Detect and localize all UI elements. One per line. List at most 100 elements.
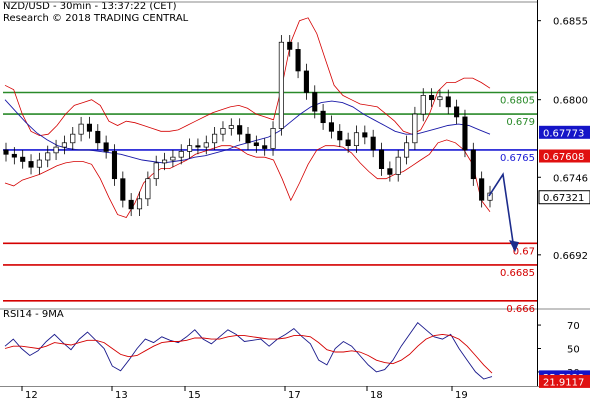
projection-arrow-head [509,240,519,253]
candlestick [53,139,59,161]
candle-body [103,142,109,152]
candle-body [312,92,318,112]
time-axis-tick-label: 15 [188,390,201,400]
candlestick [187,138,193,159]
candlestick [328,115,334,139]
candlestick [36,152,42,175]
time-axis-tick-label: 13 [115,390,128,400]
candle-body [470,149,476,180]
candle-body [162,159,168,164]
candlestick [320,104,326,130]
candlestick [228,118,234,136]
candle-body [370,136,376,151]
price-axis-tick-label: 0.6800 [553,96,588,107]
candlestick [86,116,92,139]
level-label-support: 0.666 [506,304,535,315]
candlestick [145,171,151,206]
candle-body [270,128,276,149]
candle-body [320,110,326,124]
price-tag-red [539,149,590,163]
level-label-support: 0.67 [513,246,535,257]
candlestick [45,145,51,168]
candle-body [36,159,42,168]
candlestick [337,124,343,148]
price-tag-label-red: 0.67608 [543,152,584,163]
candle-body [262,145,268,149]
candle-body [387,168,393,175]
price-tag-label-blue: 0.67773 [543,128,584,139]
candlestick [70,126,76,150]
bollinger-upper-band [4,17,491,137]
candle-body [287,41,293,50]
candle-body [404,142,410,158]
rsi-axis-tick-label: 70 [567,321,580,332]
candlestick [395,149,401,182]
candlestick [420,88,426,122]
price-tag-blue [539,125,590,139]
candlestick [345,132,351,153]
candle-body [278,41,284,129]
candlestick [195,138,201,155]
candlestick [262,138,268,156]
candlestick [61,135,67,155]
candlestick [445,89,451,115]
candlestick [353,125,360,153]
level-label-resistance: 0.6805 [500,96,535,107]
candlestick [270,121,276,156]
candlestick [162,152,168,171]
price-tag-black [538,190,590,205]
candlestick [220,121,226,142]
price-axis-tick-label: 0.6692 [553,251,588,262]
candlestick [3,142,9,162]
candle-body [212,133,218,144]
candle-body [303,70,309,93]
level-label-pivot: 0.6765 [500,153,535,164]
rsi-panel-title: RSI14 - 9MA [3,309,64,320]
rsi-axis-tick-label: 50 [567,345,580,356]
candlestick [378,142,385,176]
candle-body [3,149,9,155]
rsi-ma-line [4,333,493,374]
candle-body [195,145,201,148]
candlestick [404,135,410,165]
candlestick [103,135,109,159]
candlestick [128,193,134,217]
price-axis-tick-label: 0.6855 [553,17,588,28]
candle-body [86,123,92,132]
candlestick [212,126,218,150]
time-axis-tick-label: 18 [370,390,383,400]
candlestick [303,63,309,100]
candle-body [362,132,368,138]
candlestick [470,142,476,186]
candle-body [61,142,67,148]
time-axis-tick-label: 12 [25,390,38,400]
candle-body [237,125,243,135]
time-axis-tick-label: 19 [455,390,468,400]
price-axis-tick-label: 0.6746 [553,173,588,184]
candle-body [462,116,468,151]
candle-body [245,133,251,144]
candle-body [20,156,26,162]
candlestick [28,154,34,175]
candlestick [245,126,251,150]
candlestick [78,116,84,142]
candlestick [253,135,259,153]
candlestick [11,147,17,165]
candle-body [28,161,34,168]
candle-body [337,130,343,141]
candle-body [345,139,351,147]
candle-body [70,133,76,144]
candlestick [437,89,443,107]
candle-body [220,128,226,135]
candlestick [170,149,176,168]
candlestick [462,109,468,158]
candle-body [228,125,234,129]
candlestick [20,149,26,169]
candle-body [187,145,193,152]
candle-body [420,95,426,115]
candlestick [95,124,101,150]
candlestick [111,144,118,186]
candlestick [237,118,243,142]
chart-copyright: Research © 2018 TRADING CENTRAL [3,13,189,24]
candlestick [287,35,293,57]
